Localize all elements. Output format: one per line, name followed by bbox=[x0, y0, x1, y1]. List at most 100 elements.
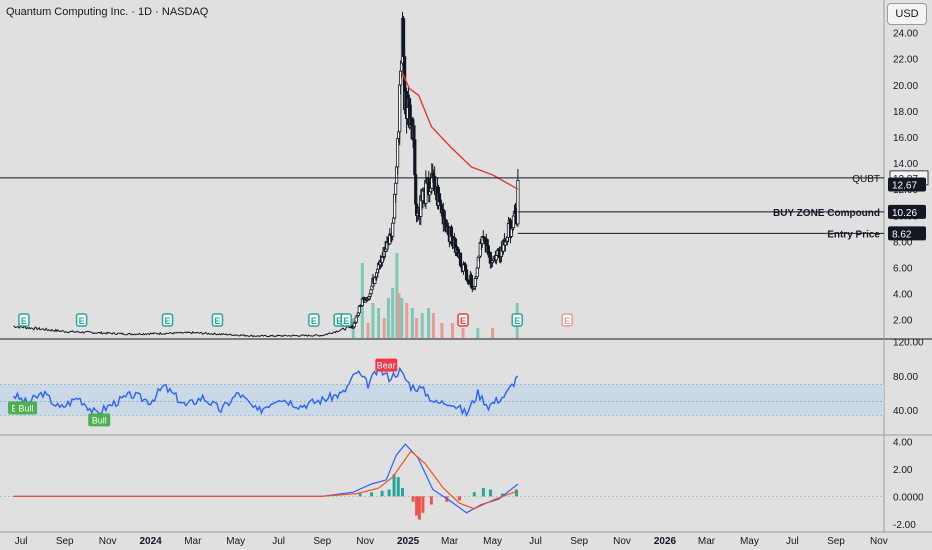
volume-bar bbox=[427, 308, 431, 338]
earnings-marker[interactable]: E bbox=[161, 313, 174, 327]
macd-histogram-bar bbox=[387, 489, 391, 497]
earnings-marker[interactable]: E bbox=[457, 313, 469, 327]
bear-signal: Bear bbox=[375, 358, 398, 372]
time-tick-label: Mar bbox=[698, 536, 716, 547]
volume-bar bbox=[440, 323, 444, 338]
candle bbox=[354, 316, 358, 323]
macd-histogram-bar bbox=[370, 492, 374, 497]
candle bbox=[369, 289, 373, 295]
candle bbox=[511, 215, 516, 228]
earnings-marker[interactable]: E bbox=[308, 313, 320, 327]
macd-histogram-bar bbox=[392, 474, 396, 497]
time-tick-label: Nov bbox=[613, 536, 631, 547]
last-price-box bbox=[888, 177, 926, 192]
macd-tick-label: -2.00 bbox=[893, 520, 916, 531]
level-value-box bbox=[888, 204, 926, 219]
time-tick-label: Nov bbox=[99, 536, 117, 547]
rsi-line bbox=[12, 362, 519, 418]
signal-label: Bear bbox=[377, 361, 396, 371]
macd-histogram-bar bbox=[401, 488, 405, 497]
macd-histogram-bar bbox=[500, 493, 504, 497]
earnings-badge bbox=[161, 313, 174, 327]
volume-bar bbox=[366, 323, 370, 338]
volume-bar bbox=[371, 303, 375, 338]
time-tick-label: Mar bbox=[184, 536, 202, 547]
signal-label: Bull bbox=[92, 415, 107, 425]
rsi-tick-label: 120.00 bbox=[893, 338, 924, 349]
level-value-box bbox=[888, 226, 926, 241]
time-tick-label: Jul bbox=[15, 536, 28, 547]
candle bbox=[391, 222, 395, 237]
price-tick-label: 2.00 bbox=[893, 316, 913, 327]
volume-bar bbox=[431, 313, 435, 338]
candle bbox=[469, 274, 473, 288]
time-tick-label: Nov bbox=[870, 536, 888, 547]
signal-badge bbox=[15, 401, 38, 415]
time-tick-label: Jul bbox=[529, 536, 542, 547]
macd-histogram-bar bbox=[514, 489, 518, 497]
time-tick-label: Jul bbox=[786, 536, 799, 547]
level-label: Entry Price bbox=[827, 229, 880, 240]
candle bbox=[473, 278, 477, 287]
earnings-badge bbox=[511, 313, 523, 327]
level-value-label: 10.26 bbox=[892, 208, 917, 219]
last-price-label: 12.67 bbox=[892, 180, 917, 191]
price-tick-label: 18.00 bbox=[893, 107, 918, 118]
rsi-tick-label: 40.00 bbox=[893, 406, 918, 417]
earnings-badge bbox=[75, 313, 88, 327]
earnings-marker[interactable]: E bbox=[75, 313, 88, 327]
earnings-label: E bbox=[214, 316, 220, 326]
price-tick-label: 8.00 bbox=[893, 237, 913, 248]
macd-histogram-bar bbox=[396, 477, 400, 497]
macd-histogram-bar bbox=[415, 496, 419, 516]
price-line bbox=[13, 324, 350, 338]
volume-bar bbox=[476, 328, 480, 338]
earnings-marker[interactable]: E bbox=[18, 313, 30, 327]
candle bbox=[494, 254, 498, 261]
volume-bar bbox=[491, 328, 495, 338]
macd-tick-label: 0.0000 bbox=[893, 492, 924, 503]
macd-histogram-bar bbox=[411, 496, 415, 502]
earnings-badge bbox=[457, 313, 469, 327]
earnings-label: E bbox=[311, 316, 317, 326]
chart-title: Quantum Computing Inc. · 1D · NASDAQ bbox=[6, 6, 209, 18]
macd-histogram-bar bbox=[457, 496, 461, 501]
candle bbox=[357, 305, 361, 314]
signal-line bbox=[13, 450, 519, 510]
price-tick-label: 24.00 bbox=[893, 29, 918, 40]
time-tick-label: Sep bbox=[827, 536, 845, 547]
volume-bar bbox=[461, 328, 465, 338]
earnings-marker[interactable]: E bbox=[340, 313, 352, 327]
time-tick-label: Jul bbox=[272, 536, 285, 547]
macd-histogram-bar bbox=[358, 493, 362, 497]
time-tick-label: 2024 bbox=[139, 536, 162, 547]
moving-average-line bbox=[401, 71, 519, 190]
earnings-marker[interactable]: E bbox=[561, 313, 573, 327]
earnings-badge bbox=[211, 313, 224, 327]
currency-button[interactable]: USD bbox=[887, 3, 927, 25]
earnings-label: E bbox=[21, 316, 27, 326]
macd-histogram-bar bbox=[488, 489, 492, 497]
level-label: QUBT bbox=[852, 174, 880, 185]
level-value-label: 8.62 bbox=[892, 229, 912, 240]
volume-bar bbox=[386, 298, 390, 338]
macd-histogram-bar bbox=[429, 496, 433, 505]
earnings-marker[interactable]: E bbox=[211, 313, 224, 327]
bull-signal: Bull bbox=[15, 401, 38, 415]
earnings-marker[interactable]: E bbox=[511, 313, 523, 327]
price-tick-label: 16.00 bbox=[893, 133, 918, 144]
volume-bar bbox=[410, 308, 414, 338]
price-tick-label: 14.00 bbox=[893, 159, 918, 170]
time-tick-label: 2025 bbox=[397, 536, 420, 547]
macd-histogram-bar bbox=[380, 490, 384, 497]
macd-tick-label: 2.00 bbox=[893, 465, 913, 476]
time-tick-label: Sep bbox=[313, 536, 331, 547]
time-tick-label: Mar bbox=[441, 536, 459, 547]
volume-bar bbox=[397, 293, 401, 338]
price-tick-label: 6.00 bbox=[893, 264, 913, 275]
volume-bar bbox=[400, 298, 404, 338]
earnings-label: E bbox=[164, 316, 170, 326]
earnings-label: E bbox=[336, 316, 342, 326]
earnings-label: E bbox=[564, 316, 570, 326]
